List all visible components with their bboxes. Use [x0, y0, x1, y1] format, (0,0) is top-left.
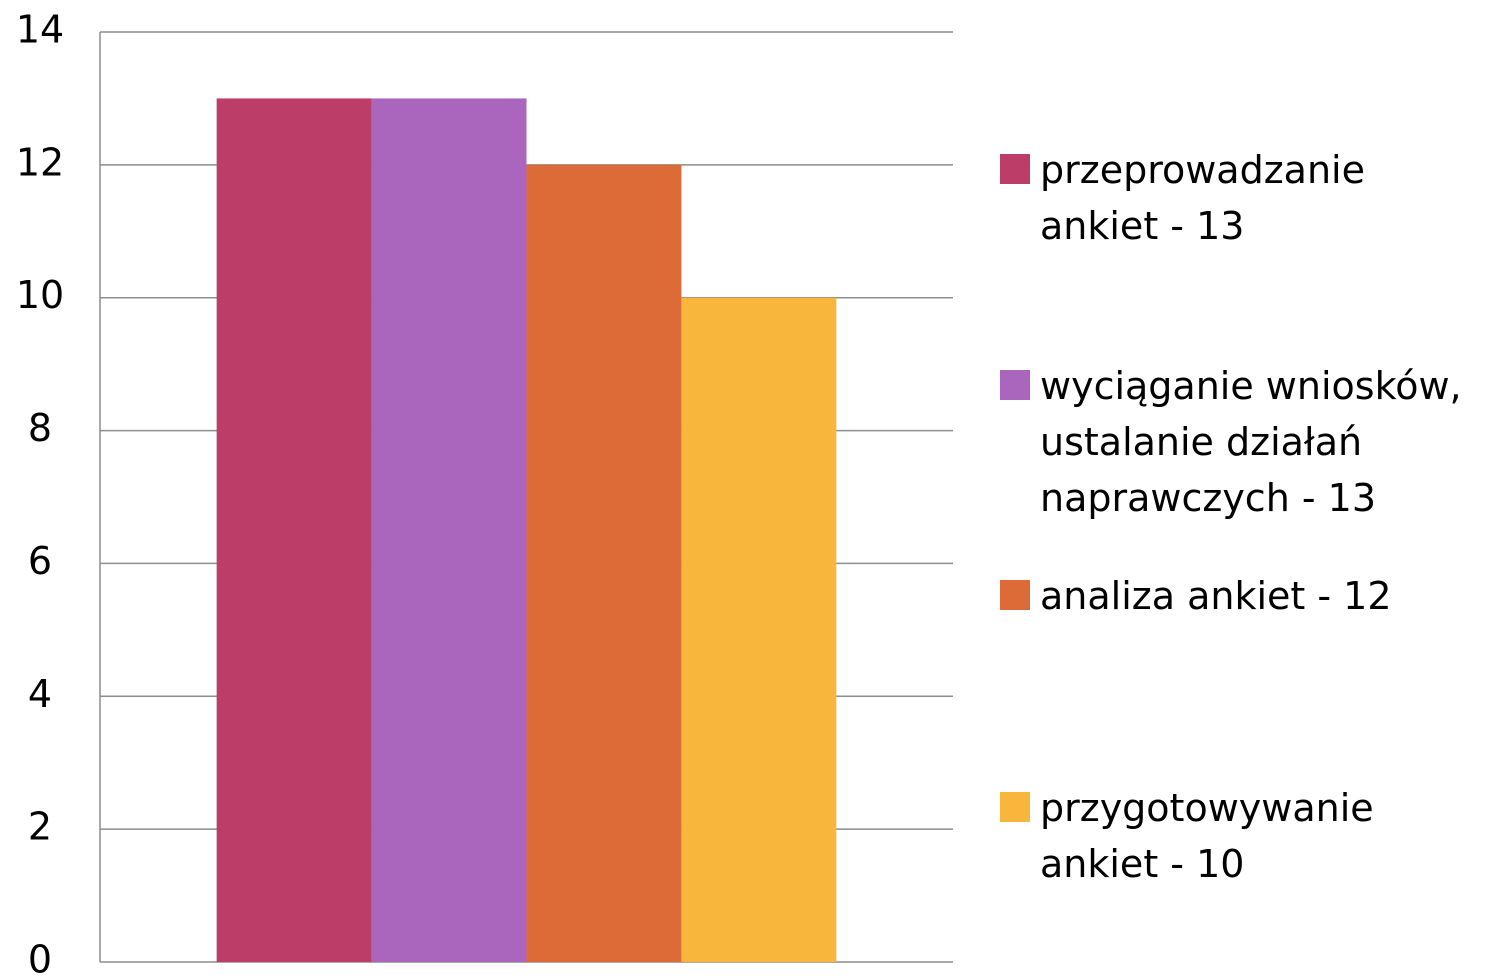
y-tick-label: 8	[28, 406, 52, 450]
legend-swatch	[1000, 580, 1030, 610]
legend-entry: analiza ankiet - 12	[1000, 568, 1480, 624]
bar	[216, 98, 372, 962]
bar	[681, 297, 837, 962]
y-tick-label: 0	[28, 938, 52, 978]
legend-label: przeprowadzanie ankiet - 13	[1040, 148, 1365, 248]
y-tick-label: 10	[16, 273, 64, 317]
legend-label: wyciąganie wniosków, ustalanie działań n…	[1040, 364, 1462, 520]
legend-swatch	[1000, 370, 1030, 400]
y-tick-label: 14	[16, 8, 64, 52]
legend-label: przygotowywanie ankiet - 10	[1040, 786, 1374, 886]
legend-swatch	[1000, 154, 1030, 184]
legend-swatch	[1000, 792, 1030, 822]
legend-entry: przygotowywanie ankiet - 10	[1000, 780, 1480, 892]
y-tick-label: 2	[28, 805, 52, 849]
legend-entry: przeprowadzanie ankiet - 13	[1000, 142, 1480, 254]
legend-entry: wyciąganie wniosków, ustalanie działań n…	[1000, 358, 1480, 526]
legend-label: analiza ankiet - 12	[1040, 574, 1392, 618]
y-tick-label: 12	[16, 140, 64, 184]
bar	[526, 164, 682, 962]
y-tick-label: 4	[28, 672, 52, 716]
bar	[371, 98, 527, 962]
y-tick-label: 6	[28, 539, 52, 583]
